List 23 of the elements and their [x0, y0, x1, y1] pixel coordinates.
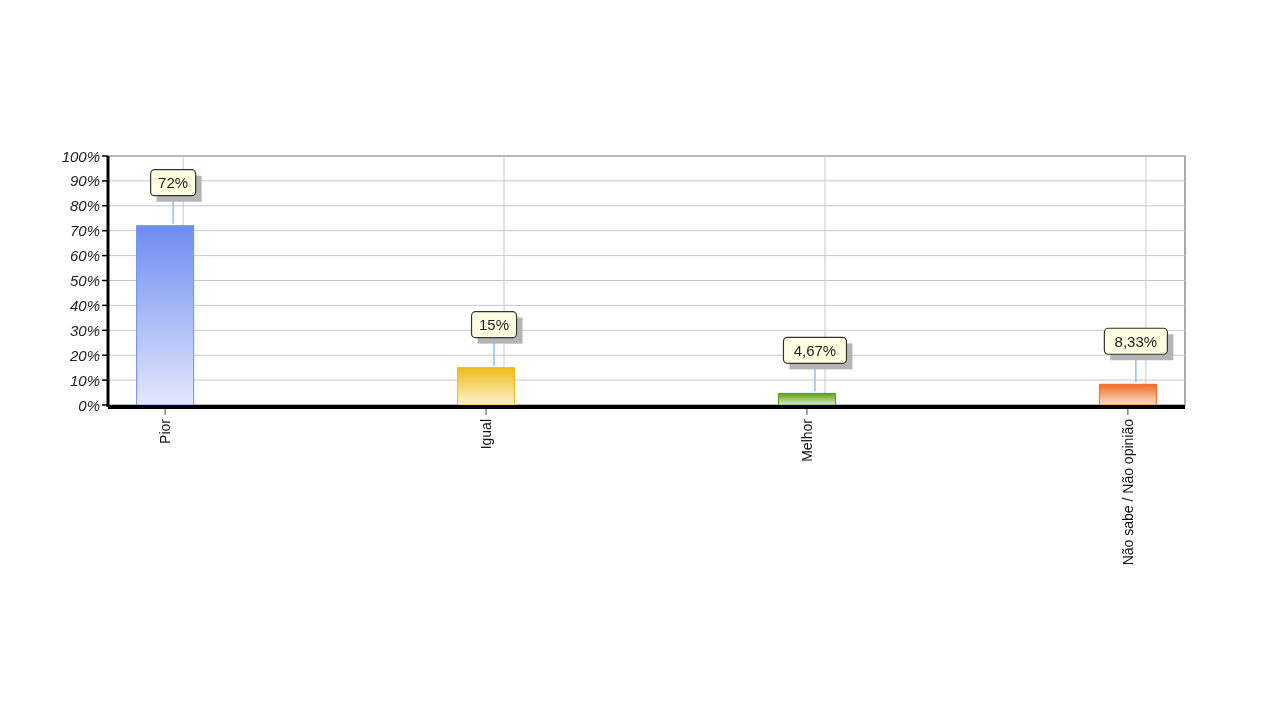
x-tick-label: Pior [157, 418, 174, 444]
data-label: 4,67% [793, 341, 837, 359]
bar [136, 225, 195, 406]
bar [457, 367, 516, 406]
bar [1098, 383, 1157, 406]
y-tick-label: 70% [69, 222, 100, 240]
x-tick-label: Não sabe / Não opinião [1119, 418, 1136, 566]
x-tick-label: Melhor [798, 418, 815, 462]
y-tick-label: 80% [69, 197, 100, 215]
data-label: 15% [479, 316, 510, 334]
y-tick-label: 10% [69, 371, 100, 389]
x-tick-label: Igual [478, 419, 495, 450]
data-label: 8,33% [1114, 332, 1158, 350]
y-tick-label: 40% [69, 296, 100, 314]
y-tick-label: 60% [69, 247, 100, 265]
data-label: 72% [158, 174, 189, 192]
bar [777, 392, 836, 406]
y-tick-label: 20% [68, 346, 100, 364]
y-tick-label: 100% [61, 147, 100, 165]
y-tick-label: 0% [78, 396, 100, 414]
y-tick-label: 90% [69, 172, 100, 190]
y-tick-label: 30% [69, 321, 100, 339]
y-tick-label: 50% [69, 272, 100, 289]
